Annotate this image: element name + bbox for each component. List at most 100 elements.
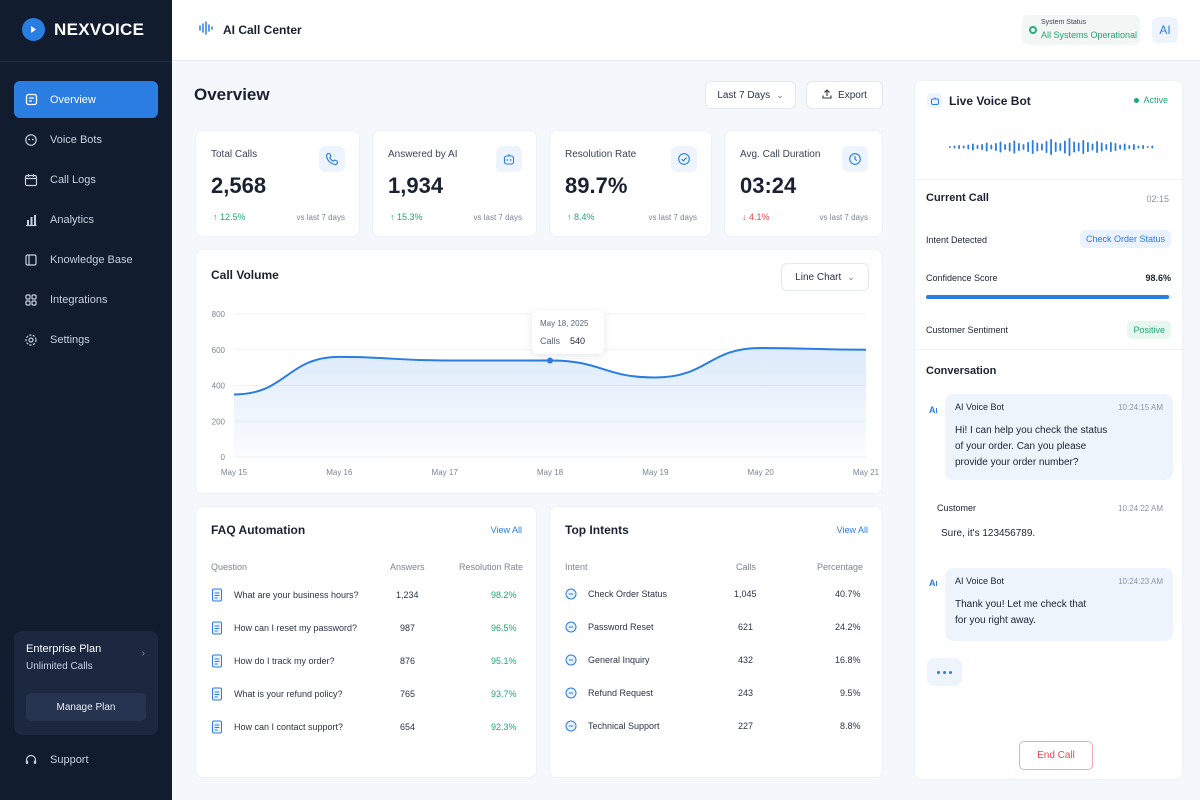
kpi-change: ↑ 8.4% <box>567 212 595 222</box>
message-line: Sure, it's 123456789. <box>941 528 1036 539</box>
waveform-bar <box>1146 146 1149 148</box>
intent-calls: 432 <box>738 655 754 665</box>
document-icon <box>212 621 222 635</box>
kpi-card-total-calls: Total Calls 2,568 ↑ 12.5% vs last 7 days <box>195 130 360 237</box>
kpi-value: 03:24 <box>740 173 797 198</box>
chevron-right-icon[interactable]: › <box>141 648 145 659</box>
confidence-value: 98.6% <box>1145 273 1171 283</box>
message-time: 10:24:15 AM <box>1118 403 1163 412</box>
waveform-bar <box>1018 143 1020 151</box>
end-call-button[interactable]: End Call <box>1019 741 1093 770</box>
manage-plan-button[interactable]: Manage Plan <box>26 693 146 721</box>
message-line: Hi! I can help you check the status <box>955 425 1108 436</box>
date-range-select[interactable]: Last 7 Days ⌄ <box>705 81 796 109</box>
table-row[interactable]: Technical Support 227 8.8% <box>565 717 870 737</box>
waveform-bar <box>1068 138 1071 156</box>
table-row[interactable]: How can I contact support? 654 92.3% <box>211 718 523 738</box>
message-customer: Customer 10:24:22 AM Sure, it's 12345678… <box>927 495 1173 553</box>
chevron-down-icon: ⌄ <box>776 89 784 100</box>
faq-view-all-link[interactable]: View All <box>490 525 522 535</box>
faq-answers: 987 <box>400 623 416 633</box>
chart-type-select[interactable]: Line Chart ⌄ <box>781 263 869 291</box>
waveform-bar <box>1041 143 1043 151</box>
waveform-bar <box>949 146 951 148</box>
ai-avatar-icon: AI <box>929 405 938 415</box>
active-dot-icon <box>1134 97 1140 103</box>
table-row[interactable]: General Inquiry 432 16.8% <box>565 651 870 671</box>
avatar[interactable]: AI <box>1152 17 1178 43</box>
arrow-up-icon: ↑ <box>390 212 395 222</box>
waveform-bar <box>1137 145 1140 149</box>
intents-view-all-link[interactable]: View All <box>836 525 868 535</box>
arrow-up-icon: ↑ <box>567 212 572 222</box>
message-line: Thank you! Let me check that <box>955 599 1087 610</box>
kpi-label: Avg. Call Duration <box>740 149 821 160</box>
top-intents-card: Top Intents View All Intent Calls Percen… <box>549 506 883 778</box>
intent-name: Check Order Status <box>588 589 668 599</box>
sentiment-badge: Positive <box>1127 321 1171 339</box>
faq-answers: 876 <box>400 656 416 666</box>
intent-name: Password Reset <box>588 622 654 632</box>
sidebar-item-settings[interactable]: Settings <box>14 321 158 358</box>
waveform-bar <box>1059 143 1062 151</box>
document-icon <box>212 654 222 668</box>
kpi-value: 1,934 <box>388 173 444 198</box>
sidebar-nav: Overview Voice Bots Call Logs Analytics … <box>14 81 158 361</box>
sidebar-item-support[interactable]: Support <box>23 752 89 768</box>
intent-name: Refund Request <box>588 688 654 698</box>
brand[interactable]: NEXVOICE <box>22 18 144 41</box>
faq-question: How do I track my order? <box>234 656 335 666</box>
x-tick-label: May 20 <box>748 468 775 477</box>
bar-chart-icon <box>23 212 39 228</box>
waveform-bar <box>1077 142 1080 152</box>
kpi-change-value: 4.1% <box>749 212 770 222</box>
intent-percentage: 16.8% <box>835 655 861 665</box>
faq-resolution: 93.7% <box>491 689 517 699</box>
top-bar: AI Call Center System Status All Systems… <box>172 0 1200 61</box>
table-row[interactable]: What are your business hours? 1,234 98.2… <box>211 586 523 606</box>
table-row[interactable]: How can I reset my password? 987 96.5% <box>211 619 523 639</box>
message-sender: AI Voice Bot <box>955 576 1005 586</box>
table-row[interactable]: What is your refund policy? 765 93.7% <box>211 685 523 705</box>
intent-percentage: 40.7% <box>835 589 861 599</box>
table-row[interactable]: How do I track my order? 876 95.1% <box>211 652 523 672</box>
x-tick-label: May 18 <box>537 468 564 477</box>
chart-type-label: Line Chart <box>795 271 842 283</box>
sidebar-item-label: Overview <box>50 93 96 106</box>
y-tick-label: 0 <box>221 453 226 462</box>
sidebar-item-analytics[interactable]: Analytics <box>14 201 158 238</box>
waveform-bar <box>1064 140 1066 154</box>
data-point[interactable] <box>547 357 553 364</box>
sidebar-item-integrations[interactable]: Integrations <box>14 281 158 318</box>
sidebar-item-voice-bots[interactable]: Voice Bots <box>14 121 158 158</box>
waveform-bar <box>995 143 997 151</box>
kpi-card-answered-by-ai: Answered by AI 1,934 ↑ 15.3% vs last 7 d… <box>372 130 537 237</box>
sidebar-item-overview[interactable]: Overview <box>14 81 158 118</box>
robot-icon <box>496 146 522 172</box>
faq-title: FAQ Automation <box>211 523 306 537</box>
call-volume-card: Call Volume Line Chart ⌄ 0 200 400 600 800 M… <box>195 249 883 494</box>
kpi-comparison: vs last 7 days <box>819 213 868 222</box>
bot-icon <box>927 93 942 108</box>
table-row[interactable]: Password Reset 621 24.2% <box>565 618 870 638</box>
table-row[interactable]: Refund Request 243 9.5% <box>565 684 870 704</box>
phone-icon <box>319 146 345 172</box>
waveform-bar <box>1151 145 1154 149</box>
sidebar-item-call-logs[interactable]: Call Logs <box>14 161 158 198</box>
intent-icon <box>565 621 577 633</box>
kpi-label: Answered by AI <box>388 149 458 160</box>
app-title-text: AI Call Center <box>223 22 302 37</box>
bot-icon <box>23 132 39 148</box>
table-row[interactable]: Check Order Status 1,045 40.7% <box>565 585 870 605</box>
export-button[interactable]: Export <box>806 81 883 109</box>
waveform-bar <box>999 141 1002 153</box>
message-time: 10:24:22 AM <box>1118 504 1163 513</box>
book-icon <box>23 252 39 268</box>
waveform-bar <box>1073 141 1075 153</box>
waveform-bar <box>1096 141 1098 153</box>
ai-avatar-icon: AI <box>929 578 938 588</box>
kpi-comparison: vs last 7 days <box>473 213 522 222</box>
sidebar-item-knowledge-base[interactable]: Knowledge Base <box>14 241 158 278</box>
waveform-bar <box>1031 140 1034 154</box>
sidebar: NEXVOICE Overview Voice Bots Call Logs <box>0 0 172 800</box>
